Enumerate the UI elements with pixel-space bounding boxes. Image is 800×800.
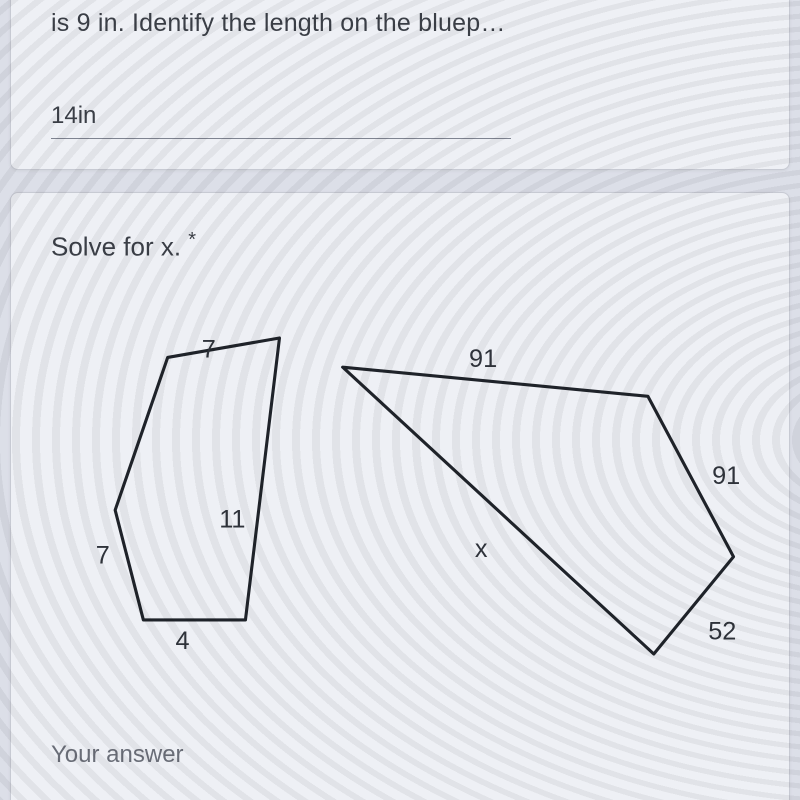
- previous-question-text: is 9 in. Identify the length on the blue…: [51, 9, 749, 38]
- quad-small: 7 7 11 4: [96, 335, 280, 655]
- svg-text:4: 4: [175, 627, 189, 655]
- question-card: Solve for x. * 7 7 11 4 91 91 x 52 Your answer: [10, 192, 790, 800]
- svg-text:91: 91: [469, 345, 497, 373]
- your-answer-label[interactable]: Your answer: [51, 741, 184, 769]
- previous-question-card: is 9 in. Identify the length on the blue…: [10, 0, 790, 170]
- svg-text:91: 91: [712, 462, 740, 490]
- question-text: Solve for x.: [51, 232, 181, 262]
- svg-text:7: 7: [96, 542, 110, 570]
- svg-text:52: 52: [708, 617, 736, 645]
- quad-large: 91 91 x 52: [343, 345, 741, 654]
- svg-text:11: 11: [219, 506, 245, 534]
- question-prompt: Solve for x. *: [51, 229, 749, 263]
- figure-svg: 7 7 11 4 91 91 x 52: [51, 323, 751, 703]
- svg-text:7: 7: [202, 335, 216, 363]
- svg-text:x: x: [475, 535, 488, 563]
- geometry-figure: 7 7 11 4 91 91 x 52: [51, 323, 751, 703]
- previous-answer-field[interactable]: 14in: [51, 102, 511, 139]
- required-marker: *: [188, 229, 196, 251]
- previous-answer-value: 14in: [51, 102, 96, 129]
